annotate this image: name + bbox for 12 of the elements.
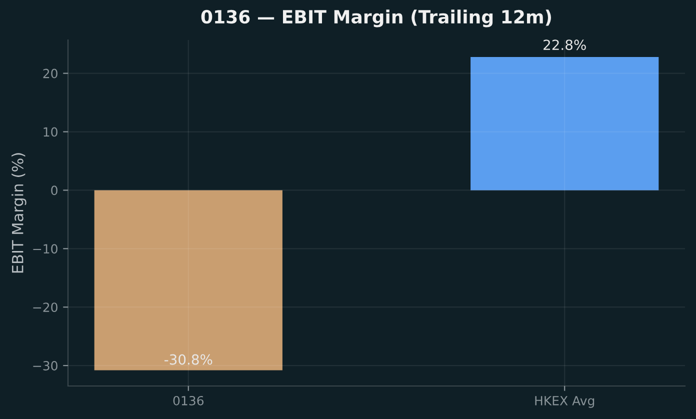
y-tick-label: 10 — [44, 127, 58, 137]
y-tick-label: 0 — [51, 186, 58, 196]
x-tick-label: 0136 — [173, 396, 204, 406]
chart-title: 0136 — EBIT Margin (Trailing 12m) — [201, 10, 551, 28]
y-axis-title: EBIT Margin (%) — [12, 153, 26, 273]
y-tick-label: −20 — [33, 302, 58, 312]
y-tick-label: −10 — [33, 244, 58, 254]
data-label: -30.8% — [164, 354, 212, 365]
y-tick-label: 20 — [43, 68, 58, 78]
x-tick-label: HKEX Avg — [535, 396, 594, 408]
y-tick-label: −30 — [33, 361, 58, 370]
data-label: 22.8% — [544, 40, 586, 50]
